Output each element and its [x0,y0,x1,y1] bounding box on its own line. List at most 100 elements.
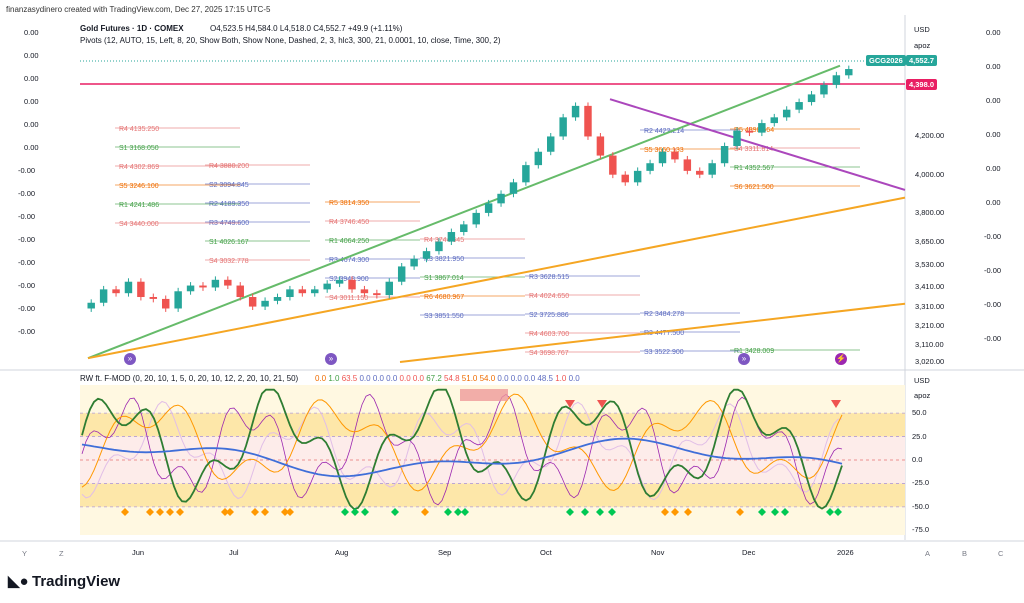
osc-tick-label: 0.0 [912,455,923,464]
left-scale-value: 0.00 [24,120,39,129]
candle-body [696,170,704,175]
candle-body [720,146,729,164]
candle-body [820,84,828,95]
trendline-mid [87,196,906,360]
indicator-value: 0.0 [359,374,373,383]
price-tick-label: 4,200.00 [915,131,945,141]
pivot-label: R4 3744.645 [424,237,464,244]
pivot-label: R2 3484.278 [644,311,684,318]
candle-body [298,289,307,294]
trendlines [87,64,906,363]
indicator-value: 63.5 [341,374,360,383]
candle-body [472,212,480,225]
pivot-label: S5 3246.100 [119,183,159,190]
signal-diamond [771,508,779,516]
price-chart-svg[interactable]: R4 4135.250 R4 3880.200 R5 3814.350 R4 3744… [0,0,1024,560]
scale-button-icon: Y [22,549,28,558]
pivot-label: S1 3168.050 [119,145,159,152]
candle-body [397,266,406,282]
indicator-value: 48.5 [537,374,556,383]
scale-button-icon: B [962,549,968,558]
flash-icon[interactable]: ⚡ [835,353,847,365]
candle-body [236,285,244,298]
candle-body [286,289,294,298]
indicator-value: 0.0 [372,374,387,383]
time-axis-label: Oct [540,548,552,557]
pivot-label: S2 3948.900 [329,276,369,283]
pivots-indicator-label[interactable]: Pivots (12, AUTO, 15, Left, 8, 20, Show … [80,36,501,45]
pivot-label: S3 3522.900 [644,349,684,356]
play-icon[interactable]: » [325,353,337,365]
signal-diamond [361,508,369,516]
price-tick-label: 3,210.00 [915,320,945,330]
candle-body [410,258,418,267]
pivot-label: S2 3725.886 [529,312,569,319]
scale-currency[interactable]: USD [914,25,930,34]
left-scale-value: -0.00 [18,327,36,336]
left-scale-value: 0.00 [24,51,39,60]
signal-diamond [341,508,349,516]
signal-diamond [834,508,842,516]
scale-mode[interactable]: apoz [914,41,931,50]
osc-tick-label: -75.0 [912,525,930,535]
pivot-label: R1 3428.009 [734,348,774,355]
pivot-label: S3 3851.550 [424,313,464,320]
tradingview-logo[interactable]: ◣● TradingView [8,572,120,590]
play-icon[interactable]: » [738,353,750,365]
indicator-value: 0.0 [568,374,580,383]
signal-diamond [661,508,669,516]
signal-bar [460,389,508,401]
candle-body [509,182,518,194]
left-scale-value: -0.00 [18,212,36,221]
price-tick-label: 3,310.00 [915,301,945,311]
candle-body [633,170,642,183]
signal-diamond [826,508,834,516]
price-tick-label: 3,020.00 [915,357,945,366]
osc-line-blue [81,437,843,478]
osc-scale-mode[interactable]: apoz [914,391,931,400]
right-scale-value: 0.00 [986,96,1001,105]
time-axis-label: Nov [651,548,665,557]
left-scale-value: 0.00 [24,74,39,83]
pivot-label: R3 3628.515 [529,274,569,281]
symbol-badge: GCG2026 [866,55,906,66]
candle-body [99,289,108,303]
candle-body [584,105,592,137]
pivot-label: S4 3311.814 [734,146,773,153]
signal-triangle [565,400,575,408]
pivot-label: S4 3011.150 [329,295,368,302]
candle-body [758,123,766,133]
signal-diamond [736,508,744,516]
right-scale-value: -0.00 [984,334,1002,343]
indicator-value: 1.0 [328,374,342,383]
signal-diamond [146,508,154,516]
signal-diamond [671,508,679,516]
candle-body [683,159,692,171]
pivot-label: R3 4749.600 [209,220,249,227]
play-icon[interactable]: » [124,353,136,365]
candle-body [447,232,456,242]
ohlc-readout: O4,523.5 H4,584.0 L4,518.0 C4,552.7 +49.… [210,24,403,33]
right-scale-value: 0.00 [986,62,1001,71]
price-tick-label: 3,530.00 [915,259,945,269]
pivot-label: R2 4422.214 [644,128,684,135]
right-scale-value: 0.00 [986,198,1001,207]
osc-scale-currency[interactable]: USD [914,376,930,385]
time-axis-label: Jun [132,548,145,557]
symbol-title[interactable]: Gold Futures · 1D · COMEX [80,24,184,33]
oscillator-values: 0.0 1.0 63.5 0.0 0.0 0.0 0.0 0.0 67.2 54… [315,374,580,383]
candle-body [422,251,431,259]
signal-diamond [684,508,692,516]
candle-body [373,293,381,296]
signal-diamond [608,508,616,516]
left-scale-value: -0.00 [18,304,36,313]
pivot-label: R4 4024.650 [529,293,569,300]
signal-diamond [566,508,574,516]
osc-tick-label: 25.0 [912,431,927,441]
oscillator-indicator-label[interactable]: RW ft. F-MOD (0, 20, 10, 1, 5, 0, 20, 10… [80,374,299,383]
pivot-label: R3 3821.950 [424,256,464,263]
candle-body [745,130,754,133]
candle-body [335,279,344,284]
signal-diamond [758,508,766,516]
